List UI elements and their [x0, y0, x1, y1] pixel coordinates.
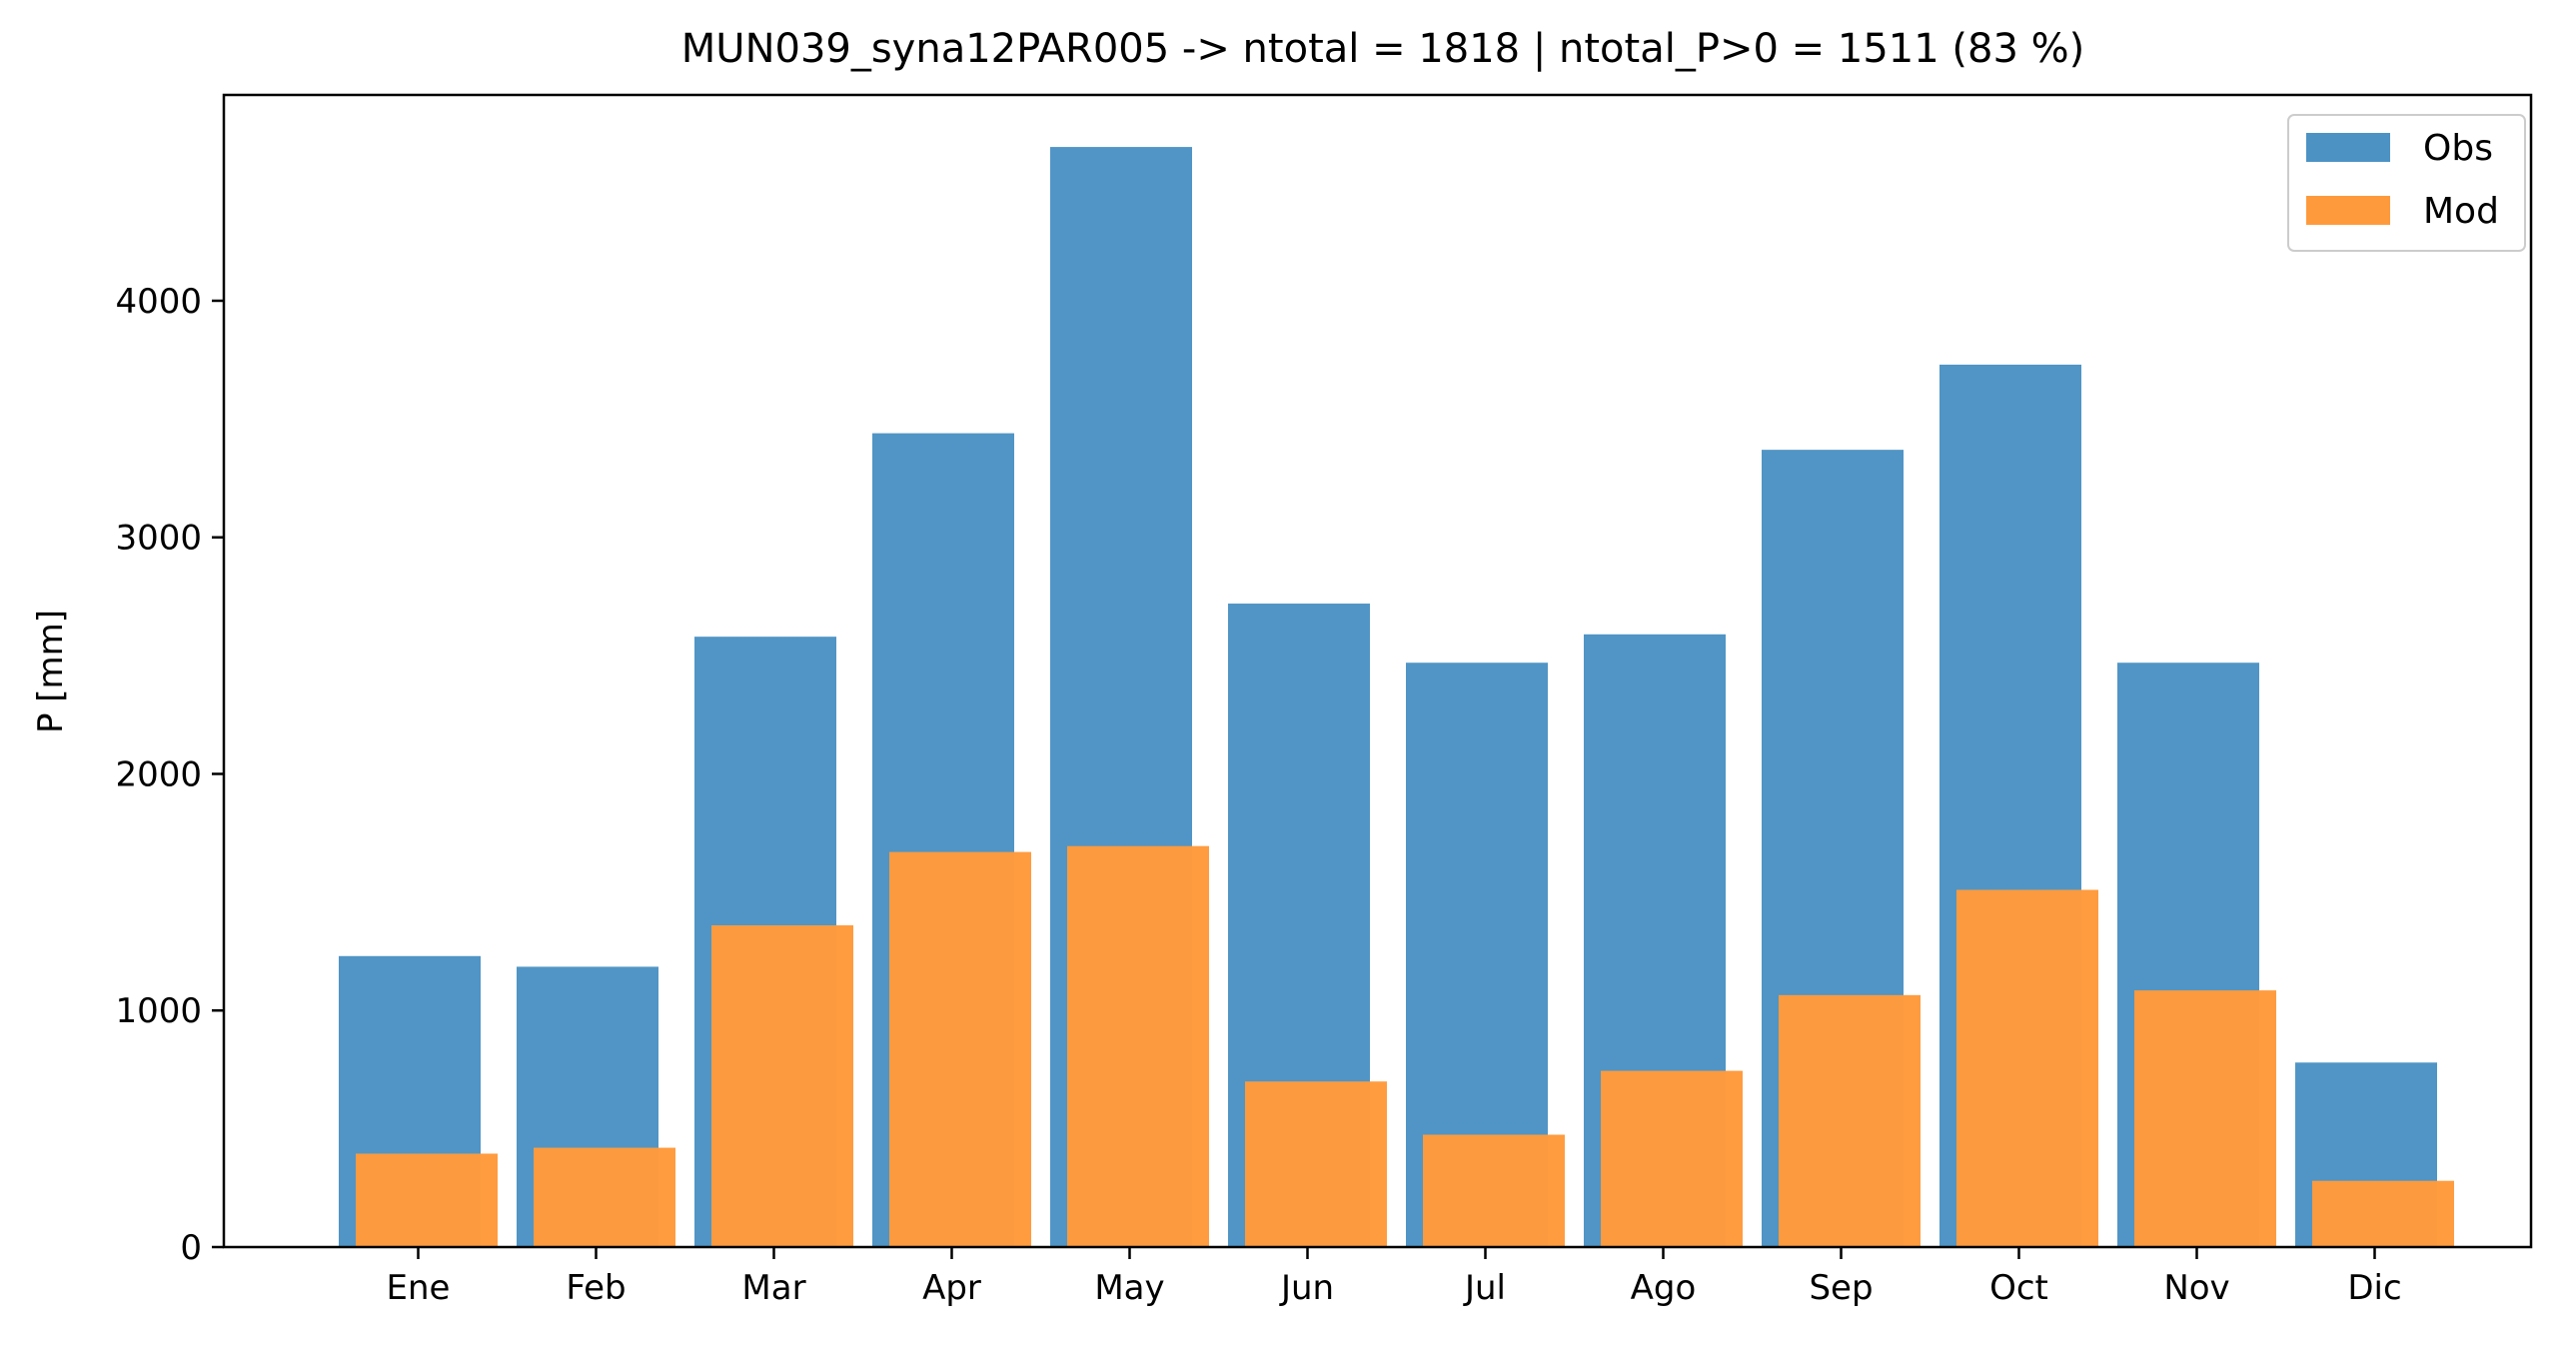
- axes-layer: 0 1000 2000 3000 4000 Ene Feb Mar Apr May Jun Jul Ag…: [115, 93, 2533, 1308]
- y-tick-label: 2000: [115, 754, 202, 794]
- bar-mod-nov: [2134, 990, 2276, 1247]
- x-tick-label: Mar: [741, 1268, 805, 1308]
- x-tick-label: Ago: [1631, 1268, 1697, 1308]
- bar-mod-sep: [1779, 994, 1921, 1247]
- bar-mod-mar: [711, 925, 853, 1247]
- series-mod: [356, 845, 2454, 1247]
- bar-mod-ene: [356, 1153, 498, 1247]
- x-tick-label: Jul: [1463, 1268, 1506, 1308]
- bar-mod-dic: [2312, 1180, 2454, 1247]
- bar-mod-may: [1067, 845, 1209, 1247]
- bar-mod-jun: [1245, 1081, 1387, 1247]
- legend-label-mod: Mod: [2423, 191, 2499, 232]
- series-obs: [339, 147, 2437, 1248]
- x-tick-label: May: [1094, 1268, 1164, 1308]
- bar-mod-oct: [1956, 889, 2098, 1247]
- x-tick-label: Sep: [1809, 1268, 1873, 1308]
- legend-label-obs: Obs: [2423, 128, 2493, 169]
- chart-title: MUN039_syna12PAR005 -> ntotal = 1818 | n…: [681, 26, 2084, 72]
- plot-frame: [222, 93, 2533, 1249]
- y-tick-label: 0: [180, 1228, 202, 1268]
- y-tick-label: 1000: [115, 991, 202, 1031]
- bar-mod-jul: [1423, 1134, 1565, 1247]
- y-tick-label: 3000: [115, 519, 202, 559]
- x-tick-label: Oct: [1989, 1268, 2048, 1308]
- legend-swatch-mod: [2306, 196, 2390, 225]
- x-tick-label: Apr: [922, 1268, 981, 1308]
- legend: Obs Mod: [2287, 114, 2526, 252]
- x-tick-label: Feb: [566, 1268, 626, 1308]
- bars-layer: [339, 147, 2454, 1248]
- x-tick-label: Dic: [2347, 1268, 2401, 1308]
- y-tick-label: 4000: [115, 282, 202, 322]
- x-tick-label: Ene: [387, 1268, 451, 1308]
- bar-mod-ago: [1601, 1070, 1743, 1247]
- bar-mod-feb: [534, 1147, 675, 1247]
- x-tick-label: Jun: [1279, 1268, 1334, 1308]
- y-axis-label: P [mm]: [31, 610, 71, 733]
- bar-mod-apr: [889, 851, 1031, 1247]
- x-tick-label: Nov: [2163, 1268, 2229, 1308]
- legend-swatch-obs: [2306, 133, 2390, 162]
